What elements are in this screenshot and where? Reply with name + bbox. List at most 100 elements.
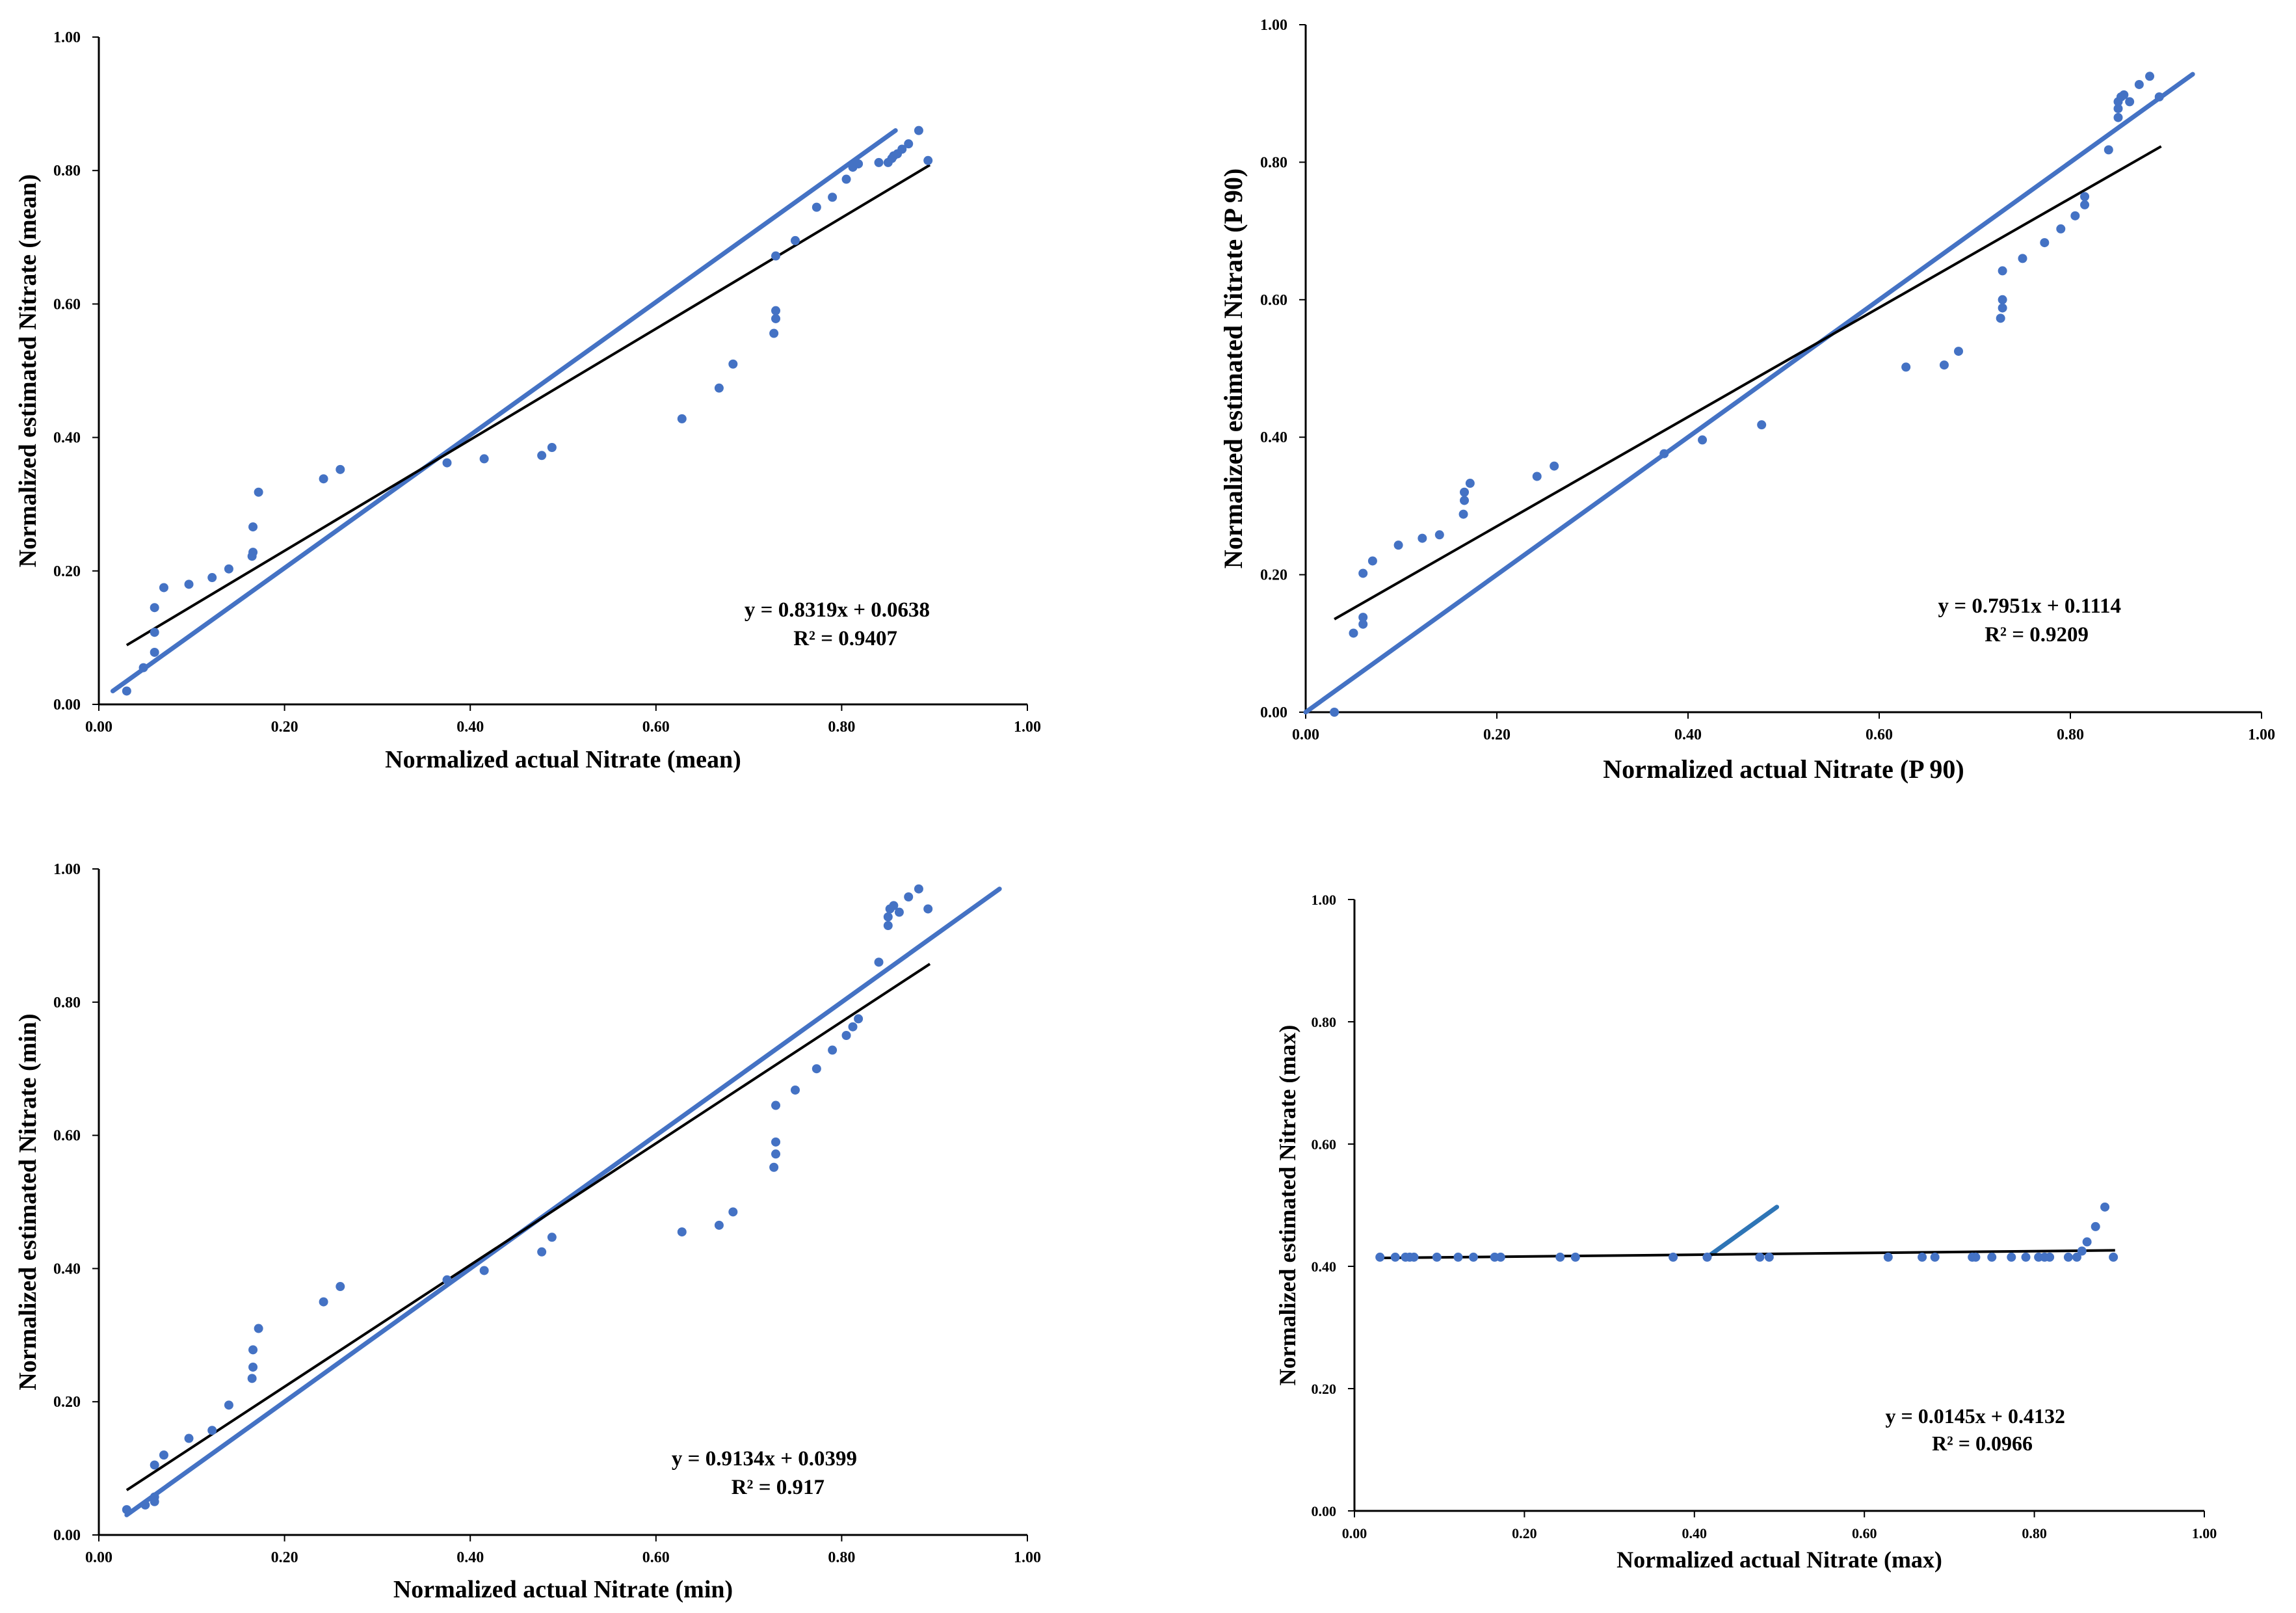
- data-point: [771, 1100, 781, 1110]
- data-point: [2134, 79, 2144, 89]
- y-tick-label: 0.00: [1312, 1503, 1337, 1519]
- data-point: [1901, 362, 1911, 372]
- data-point: [248, 522, 258, 532]
- y-tick-label: 0.60: [1260, 292, 1287, 309]
- data-point: [1702, 1252, 1712, 1262]
- data-point: [537, 451, 547, 460]
- data-point: [1358, 568, 1368, 578]
- data-point: [1393, 540, 1403, 550]
- x-tick-label: 0.60: [642, 719, 670, 736]
- y-tick-label: 0.40: [1260, 429, 1287, 446]
- data-point: [254, 487, 263, 497]
- data-point: [889, 901, 899, 911]
- data-point: [1375, 1252, 1385, 1262]
- data-point: [159, 583, 168, 593]
- data-point: [2145, 72, 2155, 81]
- data-point: [769, 328, 779, 338]
- data-point: [1755, 1252, 1765, 1262]
- data-point: [771, 1137, 781, 1147]
- x-tick-label: 0.20: [1483, 727, 1511, 743]
- data-point: [1954, 347, 1964, 356]
- data-point: [791, 235, 800, 245]
- y-tick-label: 0.20: [53, 1394, 81, 1411]
- data-point: [336, 464, 345, 474]
- data-point: [1698, 435, 1708, 445]
- y-tick-label: 0.60: [1312, 1136, 1337, 1153]
- data-point: [1349, 628, 1358, 638]
- data-point: [248, 1362, 258, 1372]
- data-point: [1460, 496, 1470, 505]
- x-tick-label: 0.20: [271, 719, 298, 736]
- x-tick-label: 1.00: [2248, 727, 2275, 743]
- data-point: [677, 414, 687, 423]
- data-point: [854, 1014, 864, 1024]
- data-point: [1555, 1252, 1565, 1262]
- data-point: [140, 1500, 150, 1510]
- y-axis-title: Normalized estimated Nitrate (P 90): [1219, 168, 1248, 568]
- data-point: [1930, 1252, 1940, 1262]
- data-point: [1453, 1252, 1463, 1262]
- data-point: [2100, 1202, 2110, 1212]
- data-point: [1358, 613, 1368, 622]
- data-point: [1532, 472, 1542, 481]
- y-tick-label: 1.00: [1312, 892, 1337, 908]
- data-point: [1996, 313, 2005, 323]
- data-point: [1330, 708, 1339, 717]
- data-point: [714, 1220, 724, 1230]
- data-point: [1496, 1252, 1505, 1262]
- y-tick-label: 0.80: [53, 163, 81, 180]
- data-point: [1409, 1252, 1419, 1262]
- x-tick-label: 0.00: [85, 1549, 112, 1566]
- data-point: [1434, 530, 1444, 540]
- x-tick-label: 0.40: [1682, 1525, 1708, 1541]
- data-point: [714, 383, 724, 393]
- x-tick-label: 0.20: [1512, 1525, 1537, 1541]
- data-point: [2154, 92, 2164, 101]
- data-point: [1998, 295, 2007, 304]
- data-point: [2082, 1237, 2092, 1247]
- y-tick-label: 0.20: [53, 563, 81, 580]
- y-tick-label: 1.00: [53, 29, 81, 46]
- data-point: [1998, 303, 2007, 313]
- x-tick-label: 0.40: [456, 719, 484, 736]
- x-tick-label: 0.00: [85, 719, 112, 736]
- data-point: [207, 1426, 217, 1435]
- data-point: [537, 1247, 547, 1257]
- data-point: [1757, 420, 1767, 430]
- data-point: [1367, 556, 1377, 566]
- y-tick-label: 1.00: [1260, 17, 1287, 34]
- x-tick-label: 1.00: [1014, 719, 1041, 736]
- data-point: [771, 313, 781, 323]
- data-point: [247, 1374, 257, 1383]
- x-tick-label: 0.80: [2022, 1525, 2047, 1541]
- r-squared-label: R² = 0.917: [732, 1476, 825, 1499]
- data-point: [2070, 211, 2080, 220]
- data-point: [479, 454, 489, 464]
- data-point: [848, 1022, 858, 1032]
- data-point: [1971, 1252, 1981, 1262]
- x-tick-label: 0.20: [271, 1549, 298, 1566]
- data-point: [923, 155, 933, 165]
- data-point: [841, 174, 851, 184]
- data-point: [2045, 1252, 2055, 1262]
- x-tick-label: 0.80: [828, 719, 855, 736]
- y-tick-label: 0.60: [53, 296, 81, 313]
- data-point: [2080, 192, 2090, 202]
- data-point: [2080, 200, 2090, 209]
- data-point: [2109, 1252, 2118, 1262]
- chart-panel-bottom-left: 0.00 0.20 0.40 0.60 0.80 1.00 0.00 0.20 0.40 0.60…: [14, 861, 1041, 1603]
- x-axis-title: Normalized actual Nitrate (mean): [385, 746, 741, 773]
- data-point: [1418, 533, 1427, 543]
- x-axis-title: Normalized actual Nitrate (min): [393, 1576, 733, 1603]
- chart-panel-top-right: 0.00 0.20 0.40 0.60 0.80 1.00 0.00 0.20 0.40 0.60…: [1219, 17, 2275, 784]
- data-point: [150, 1492, 159, 1502]
- data-point: [224, 1400, 233, 1410]
- data-point: [904, 892, 914, 902]
- x-tick-label: 0.00: [1342, 1525, 1367, 1541]
- data-point: [769, 1162, 779, 1172]
- data-point: [248, 548, 258, 557]
- x-tick-label: 1.00: [1014, 1549, 1041, 1566]
- data-point: [904, 139, 914, 149]
- data-point: [914, 126, 923, 135]
